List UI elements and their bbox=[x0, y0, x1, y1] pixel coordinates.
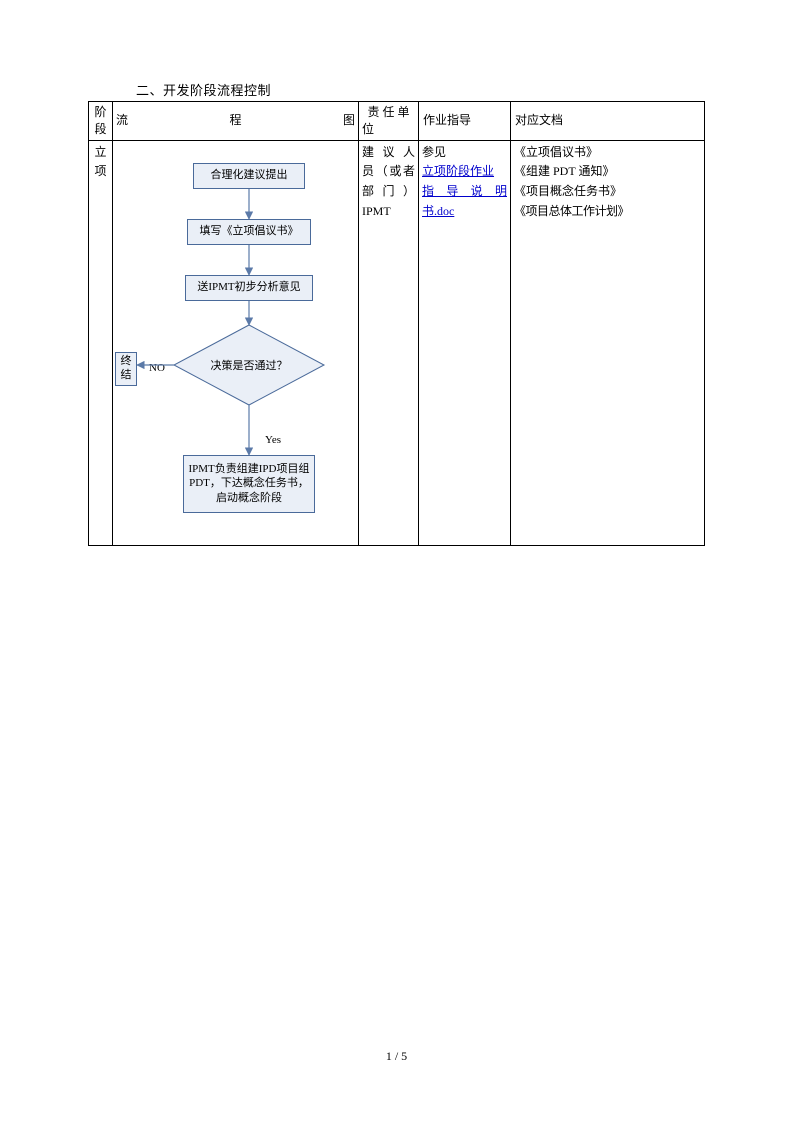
doc-item: 《组建 PDT 通知》 bbox=[514, 162, 701, 182]
th-stage: 阶段 bbox=[89, 102, 113, 141]
th-flow: 流 程 图 bbox=[113, 102, 359, 141]
doc-item: 《项目总体工作计划》 bbox=[514, 202, 701, 222]
flow-terminal-node: 终结 bbox=[115, 352, 137, 386]
process-table: 阶段 流 程 图 责 任 单位 作业指导 对应文档 立项 Yes NO 决策是否通过… bbox=[88, 101, 705, 546]
section-heading: 二、开发阶段流程控制 bbox=[136, 80, 705, 99]
flowchart: Yes NO 决策是否通过？ 合理化建议提出填写《立项倡议书》送IPMT初步分析意见 I… bbox=[115, 145, 356, 541]
flow-process-node: 填写《立项倡议书》 bbox=[187, 219, 311, 245]
doc-item: 《项目概念任务书》 bbox=[514, 182, 701, 202]
resp-line: 建 议 人 bbox=[362, 143, 415, 163]
guide-link[interactable]: 立项阶段作业 bbox=[422, 162, 507, 182]
resp-line: 部门） bbox=[362, 182, 415, 202]
page-number: 1 / 5 bbox=[0, 1049, 793, 1064]
flow-edge-label: Yes bbox=[265, 431, 281, 449]
th-doc: 对应文档 bbox=[511, 102, 705, 141]
resp-line: 员（或者 bbox=[362, 162, 415, 182]
flow-process-node: 合理化建议提出 bbox=[193, 163, 305, 189]
doc-item: 《立项倡议书》 bbox=[514, 143, 701, 163]
guide-link[interactable]: 书.doc bbox=[422, 202, 507, 222]
guide-text: 参见 bbox=[422, 143, 507, 163]
flow-process-node: 送IPMT初步分析意见 bbox=[185, 275, 313, 301]
svg-text:决策是否通过？: 决策是否通过？ bbox=[211, 358, 288, 372]
cell-docs: 《立项倡议书》 《组建 PDT 通知》 《项目概念任务书》 《项目总体工作计划》 bbox=[511, 140, 705, 545]
flow-process-node: IPMT负责组建IPD项目组PDT，下达概念任务书，启动概念阶段 bbox=[183, 455, 315, 513]
cell-flowchart: Yes NO 决策是否通过？ 合理化建议提出填写《立项倡议书》送IPMT初步分析意见 I… bbox=[113, 140, 359, 545]
cell-responsible: 建 议 人 员（或者 部门） IPMT bbox=[359, 140, 419, 545]
flow-edge-label: NO bbox=[149, 359, 165, 377]
guide-link[interactable]: 指 导 说 明 bbox=[422, 182, 507, 202]
stage-text: 立项 bbox=[95, 143, 107, 181]
th-guide: 作业指导 bbox=[419, 102, 511, 141]
cell-guide: 参见 立项阶段作业 指 导 说 明 书.doc bbox=[419, 140, 511, 545]
resp-line: IPMT bbox=[362, 202, 415, 222]
th-resp: 责 任 单位 bbox=[359, 102, 419, 141]
cell-stage: 立项 bbox=[89, 140, 113, 545]
